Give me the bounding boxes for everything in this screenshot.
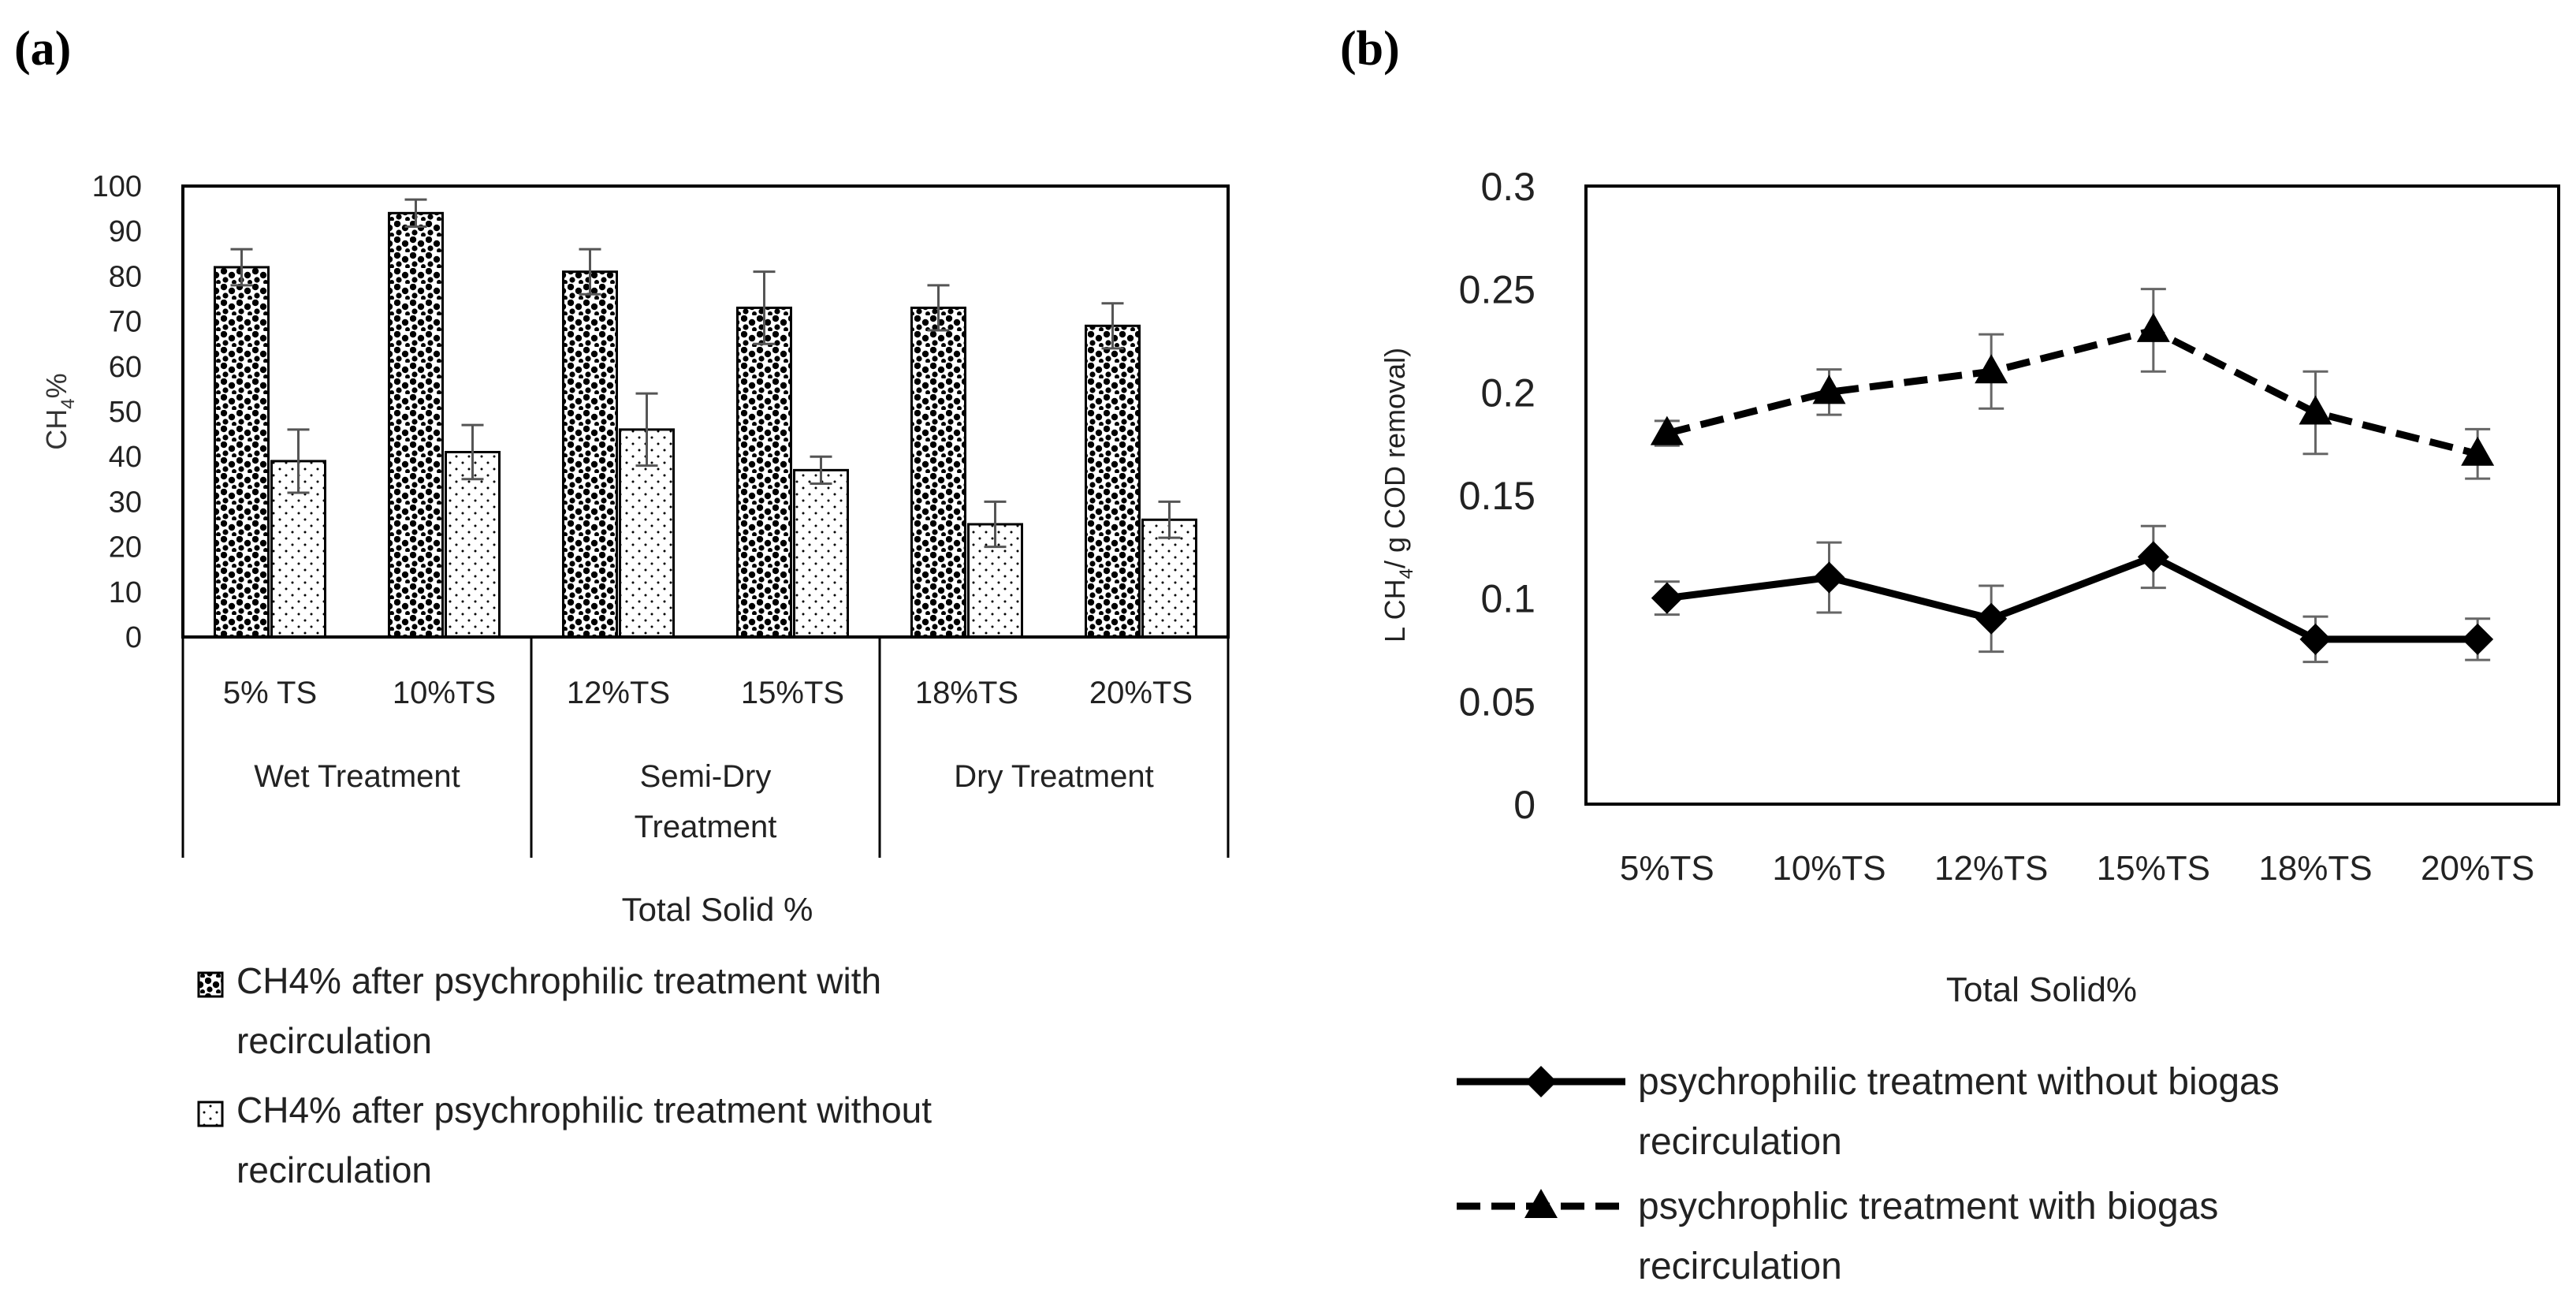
chart-b-x-tick-label: 12%TS <box>1934 849 2048 888</box>
chart-b-y-tick-label: 0 <box>1513 783 1536 827</box>
chart-b-legend-label: psychrophlic treatment with biogas <box>1638 1186 2218 1227</box>
chart-b-legend-marker <box>1524 1189 1558 1218</box>
chart-a-group-label: Wet Treatment <box>254 759 460 794</box>
chart-b-point-without-recirculation <box>1813 561 1845 594</box>
chart-a-category-label: 10%TS <box>393 676 496 710</box>
chart-a-bar-with-recirculation <box>910 306 966 639</box>
chart-b-point-without-recirculation <box>2462 623 2494 655</box>
chart-b-legend-label: psychrophilic treatment without biogas <box>1638 1061 2280 1103</box>
chart-a-y-tick-label: 60 <box>109 351 142 384</box>
chart-b-y-axis-label: L CH4/ g COD removal) <box>1379 348 1417 643</box>
chart-a-category-label: 12%TS <box>567 676 670 710</box>
chart-b-series <box>1650 288 2495 664</box>
chart-a-legend-label: recirculation <box>236 1020 432 1061</box>
chart-a-bar-without-recirculation <box>793 468 849 639</box>
chart-a-legend-label: CH4% after psychrophilic treatment with <box>236 960 881 1001</box>
chart-a-y-tick-label: 10 <box>109 576 142 609</box>
chart-a-y-tick-label: 70 <box>109 306 142 339</box>
chart-a-category-label: 5% TS <box>223 676 317 710</box>
chart-a-group-label: Semi-Dry <box>640 759 772 794</box>
chart-a-y-tick-label: 40 <box>109 441 142 474</box>
chart-b-y-tick-label: 0.05 <box>1459 680 1536 724</box>
chart-a-y-tick-label: 80 <box>109 260 142 293</box>
chart-b-legend-label: recirculation <box>1638 1121 1842 1163</box>
chart-a-legend-label: recirculation <box>236 1149 432 1190</box>
chart-a-category-label: 18%TS <box>915 676 1018 710</box>
chart-a-legend-label: CH4% after psychrophilic treatment witho… <box>236 1090 932 1131</box>
chart-a-error-bars <box>230 198 1181 549</box>
chart-b-y-tick-label: 0.3 <box>1480 165 1536 209</box>
chart-b-point-with-recirculation <box>1975 354 2008 384</box>
chart-b-x-tick-label: 10%TS <box>1772 849 1885 888</box>
chart-b-point-with-recirculation <box>1650 415 1684 445</box>
chart-b-y-tick-label: 0.1 <box>1480 577 1536 621</box>
chart-a-x-axis: 5% TS 10%TS 12%TS 15%TS 18%TS 20%TS Wet Treatm… <box>181 637 1230 858</box>
chart-a-group-label: Treatment <box>635 810 777 844</box>
chart-b-point-without-recirculation <box>2137 541 2169 573</box>
chart-b-y-tick-label: 0.15 <box>1459 474 1536 518</box>
panel-a-label: (a) <box>14 22 71 76</box>
chart-a-bar-with-recirculation <box>1085 324 1141 639</box>
chart-b-plot-frame <box>1584 184 2560 806</box>
chart-a-legend: CH4% after psychrophilic treatment with r… <box>197 960 932 1190</box>
chart-b-x-ticks: 5%TS 10%TS 12%TS 15%TS 18%TS 20%TS <box>1620 849 2534 888</box>
chart-a-bar-with-recirculation <box>562 270 618 639</box>
chart-a-bar: 0 10 20 30 40 50 60 70 80 90 100 5% TS 10%TS 12%TS 15… <box>40 170 1230 1190</box>
chart-a-bar-without-recirculation <box>967 523 1023 639</box>
chart-b-line-with-recirculation <box>1666 326 2479 458</box>
chart-b-x-tick-label: 18%TS <box>2258 849 2372 888</box>
chart-a-group-label: Dry Treatment <box>954 759 1153 794</box>
chart-b-point-with-recirculation <box>1812 374 1846 404</box>
chart-a-bar-with-recirculation <box>388 211 444 639</box>
chart-a-y-tick-label: 20 <box>109 531 142 564</box>
chart-b-point-with-recirculation <box>2461 436 2495 466</box>
chart-a-legend-swatch <box>197 1101 224 1127</box>
chart-b-point-with-recirculation <box>2299 395 2332 425</box>
chart-a-category-label: 20%TS <box>1089 676 1193 710</box>
chart-a-y-tick-label: 0 <box>125 621 142 654</box>
chart-b-y-ticks: 0 0.05 0.1 0.15 0.2 0.25 0.3 <box>1459 165 1536 827</box>
chart-b-y-tick-label: 0.2 <box>1480 371 1536 415</box>
chart-a-y-tick-label: 50 <box>109 396 142 429</box>
chart-a-bar-with-recirculation <box>214 266 270 639</box>
chart-a-category-label: 15%TS <box>741 676 844 710</box>
chart-a-legend-swatch <box>197 971 224 998</box>
chart-b-line: 0 0.05 0.1 0.15 0.2 0.25 0.3 5%TS 10%TS 12%TS 15%… <box>1379 165 2560 1287</box>
chart-b-point-without-recirculation <box>1975 602 2008 635</box>
chart-a-bars <box>214 211 1197 639</box>
chart-b-legend: psychrophilic treatment without biogas re… <box>1457 1061 2280 1287</box>
chart-b-point-without-recirculation <box>2299 623 2332 655</box>
chart-b-x-tick-label: 15%TS <box>2097 849 2210 888</box>
chart-a-y-tick-label: 100 <box>92 170 142 203</box>
chart-b-x-axis-label: Total Solid% <box>1946 970 2137 1009</box>
chart-a-plot-frame <box>181 184 1230 639</box>
chart-a-y-ticks: 0 10 20 30 40 50 60 70 80 90 100 <box>92 170 142 654</box>
panel-b-label: (b) <box>1340 22 1400 76</box>
chart-a-y-tick-label: 90 <box>109 215 142 248</box>
chart-b-point-with-recirculation <box>2136 312 2170 342</box>
chart-a-y-tick-label: 30 <box>109 486 142 519</box>
chart-b-x-tick-label: 5%TS <box>1620 849 1714 888</box>
chart-b-y-tick-label: 0.25 <box>1459 268 1536 312</box>
chart-a-x-axis-label: Total Solid % <box>622 891 813 928</box>
chart-b-legend-marker <box>1525 1066 1557 1097</box>
chart-a-y-axis-label: CH4% <box>40 373 79 449</box>
chart-a-bar-with-recirculation <box>736 306 792 639</box>
chart-a-bar-without-recirculation <box>445 450 501 639</box>
chart-b-point-without-recirculation <box>1651 582 1683 614</box>
chart-b-line-without-recirculation <box>1666 553 2478 643</box>
chart-b-legend-label: recirculation <box>1638 1246 1842 1287</box>
chart-b-x-tick-label: 20%TS <box>2421 849 2534 888</box>
